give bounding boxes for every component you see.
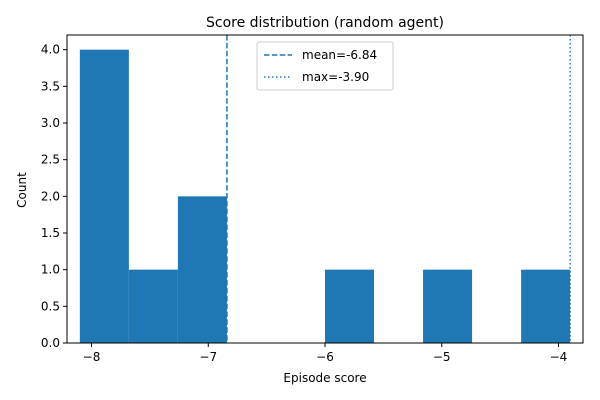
y-tick-label: 2.5 (41, 153, 60, 167)
ticks-layer: −8 −7 −6 −5 −4 0.0 0.5 1.0 1.5 2.0 2.5 3.0 3.5 4.0 (41, 43, 567, 364)
y-tick-label: 4.0 (41, 43, 60, 57)
y-tick-label: 0.0 (41, 336, 60, 350)
histogram-bar-0 (79, 49, 129, 344)
reference-lines-layer (226, 35, 571, 343)
y-tick-label: 1.0 (41, 263, 60, 277)
y-tick-label: 0.5 (41, 299, 60, 313)
legend-frame (256, 41, 394, 91)
legend-max-label: max=-3.90 (302, 70, 369, 84)
x-tick-label: −5 (433, 350, 451, 364)
histogram-bar-9 (521, 269, 571, 343)
y-tick-label: 2.0 (41, 189, 60, 203)
histogram-bar-5 (325, 269, 375, 343)
x-axis-label: Episode score (283, 371, 366, 385)
y-tick-label: 1.5 (41, 226, 60, 240)
x-tick-label: −4 (550, 350, 568, 364)
x-tick-label: −8 (83, 350, 101, 364)
histogram-bar-7 (423, 269, 473, 343)
y-tick-label: 3.0 (41, 116, 60, 130)
bars-layer (79, 49, 571, 344)
histogram-bar-2 (177, 196, 227, 343)
histogram-bar-1 (128, 269, 178, 343)
chart-title: Score distribution (random agent) (206, 15, 444, 31)
legend: mean=-6.84 max=-3.90 (256, 41, 394, 91)
y-axis-label: Count (15, 172, 29, 208)
legend-mean-label: mean=-6.84 (302, 48, 377, 62)
x-tick-label: −7 (199, 350, 217, 364)
y-tick-label: 3.5 (41, 79, 60, 93)
x-tick-label: −6 (316, 350, 334, 364)
